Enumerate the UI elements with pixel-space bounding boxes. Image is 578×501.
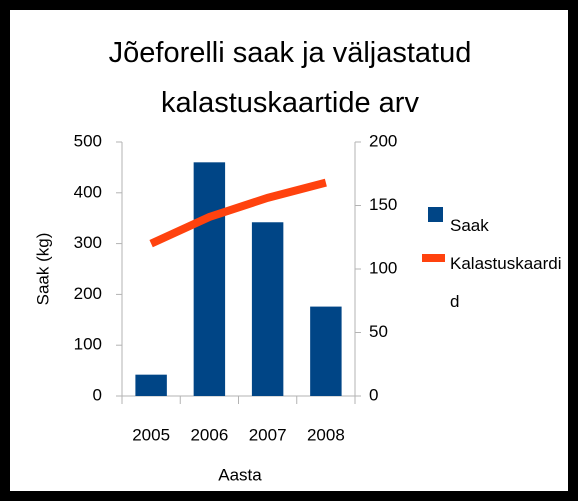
x-tick-label: 2006	[190, 425, 228, 444]
chart-title: Jõeforelli saak ja väljastatud kalastusk…	[108, 37, 472, 119]
y-tick-label: 300	[74, 233, 102, 252]
y-tick-label: 200	[74, 284, 102, 303]
y2-tick-label: 0	[369, 385, 378, 404]
legend-swatch-bar	[428, 207, 443, 222]
x-tick-label: 2008	[307, 425, 345, 444]
x-tick-label: 2007	[249, 425, 287, 444]
y2-tick-label: 100	[369, 258, 397, 277]
line	[149, 178, 327, 248]
legend-label: Saak	[450, 216, 489, 235]
y-tick-label: 100	[74, 335, 102, 354]
y-tick-label: 0	[93, 385, 102, 404]
bar	[251, 222, 284, 396]
y2-tick-label: 200	[369, 131, 397, 150]
y-tick-label: 500	[74, 131, 102, 150]
bar	[135, 374, 167, 396]
y2-tick-label: 150	[369, 195, 397, 214]
bar	[310, 306, 342, 396]
y-axis-label: Saak (kg)	[33, 233, 52, 306]
y2-tick-label: 50	[369, 322, 388, 341]
y-tick-label: 400	[74, 182, 102, 201]
bar	[193, 162, 226, 396]
x-tick-label: 2005	[132, 425, 170, 444]
x-axis-label: Aasta	[218, 465, 262, 484]
legend-label: Kalastuskaardid	[450, 254, 562, 311]
